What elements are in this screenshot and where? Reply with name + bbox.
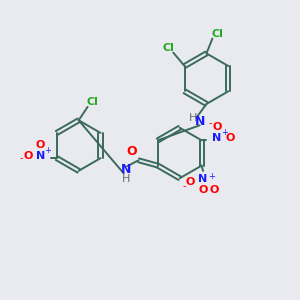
Text: O: O (198, 185, 208, 195)
Text: -: - (20, 153, 23, 163)
Text: H: H (122, 174, 130, 184)
Text: O: O (186, 177, 195, 187)
Text: O: O (127, 146, 137, 158)
Text: O: O (212, 122, 222, 132)
Text: O: O (209, 185, 219, 195)
Text: -: - (182, 181, 185, 191)
Text: N: N (194, 115, 205, 128)
Text: O: O (24, 151, 33, 161)
Text: -: - (208, 118, 212, 128)
Text: Cl: Cl (162, 43, 174, 52)
Text: O: O (225, 133, 235, 143)
Text: +: + (44, 146, 51, 155)
Text: +: + (221, 128, 228, 137)
Text: N: N (199, 174, 208, 184)
Text: H: H (189, 113, 197, 123)
Text: N: N (121, 163, 131, 176)
Text: N: N (35, 151, 45, 161)
Text: Cl: Cl (87, 98, 99, 107)
Text: +: + (208, 172, 214, 181)
Text: O: O (35, 140, 45, 150)
Text: Cl: Cl (212, 29, 224, 39)
Text: N: N (212, 133, 222, 143)
